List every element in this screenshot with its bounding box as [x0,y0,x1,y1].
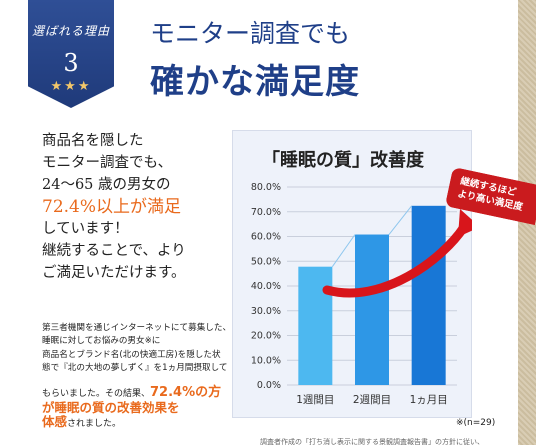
y-tick-label: 70.0% [251,207,281,218]
bar [411,205,446,385]
highlight-line: 72.4%以上が満足 [42,197,182,217]
body-line: ご満足いただけます。 [42,265,186,281]
note-line: 態で『北の大地の夢しずく』を1ヵ月間摂取して [42,363,228,374]
survey-result: もらいました。その結果、72.4%の方 が睡眠の質の改善効果を 体感されました。 [42,386,242,431]
bar [298,266,333,385]
y-tick-label: 10.0% [251,355,281,366]
x-tick-label: 1ヵ月目 [410,394,448,406]
body-line: 24〜65 歳の男女の [42,177,171,193]
connector-line [331,234,356,267]
survey-note: 第三者機関を通じインターネットにて募集した、 睡眠に対してお悩みの男女※に 商品… [42,322,242,376]
y-tick-label: 80.0% [251,182,281,193]
heading-line1: モニター調査でも [150,19,351,48]
trend-arrow [322,222,469,298]
y-tick-label: 20.0% [251,331,281,342]
reason-badge: 選ばれる理由 3 ★★★ [28,0,114,108]
note-line: 第三者機関を通じインターネットにて募集した、 [42,323,232,333]
result-line3: 体感されました。 [42,415,242,431]
arrow-head-icon [458,209,472,237]
result-text: もらいました。その結果、 [42,389,151,399]
note-line: 睡眠に対してお悩みの男女※に [42,336,161,347]
badge-number: 3 [63,49,79,77]
body-line: しています！ [42,221,129,237]
y-tick-label: 60.0% [251,232,281,243]
bar [355,234,389,385]
body-line: モニター調査でも、 [42,155,173,171]
y-tick-label: 50.0% [251,256,281,267]
x-tick-label: 2週間目 [353,394,391,406]
sample-size-note: ※(n=29) [456,418,496,428]
result-text-2: されました。 [67,419,122,429]
badge-label: 選ばれる理由 [31,24,110,38]
result-line1: もらいました。その結果、72.4%の方 [42,386,242,401]
connector-line [388,205,413,235]
result-highlight: 72.4%の方 [150,385,222,400]
y-tick-label: 0.0% [257,380,281,391]
body-line: 継続することで、より [42,243,186,259]
body-line: 商品名を隠した [42,133,144,149]
result-highlight-2: 体感 [42,414,68,429]
y-tick-label: 40.0% [251,281,281,292]
star-icons: ★★★ [50,79,92,94]
heading-line2: 確かな満足度 [150,62,360,102]
body-text: 商品名を隠した モニター調査でも、 24〜65 歳の男女の 72.4%以上が満足… [42,130,232,284]
bar-chart: 0.0% 10.0% 20.0% 30.0% 40.0% 50.0% 60.0% 70.0% 8… [251,182,472,406]
chart-title: 「睡眠の質」改善度 [262,150,424,171]
x-tick-label: 1週間目 [296,394,334,406]
y-tick-label: 30.0% [251,306,281,317]
result-line2: が睡眠の質の改善効果を [42,400,180,415]
note-line: 商品名とブランド名(北の快適工房)を隠した状 [42,349,221,360]
footnote: 調査者作成の「打ち消し表示に関する景観調査報告書」の方針に従い、 [260,438,484,445]
